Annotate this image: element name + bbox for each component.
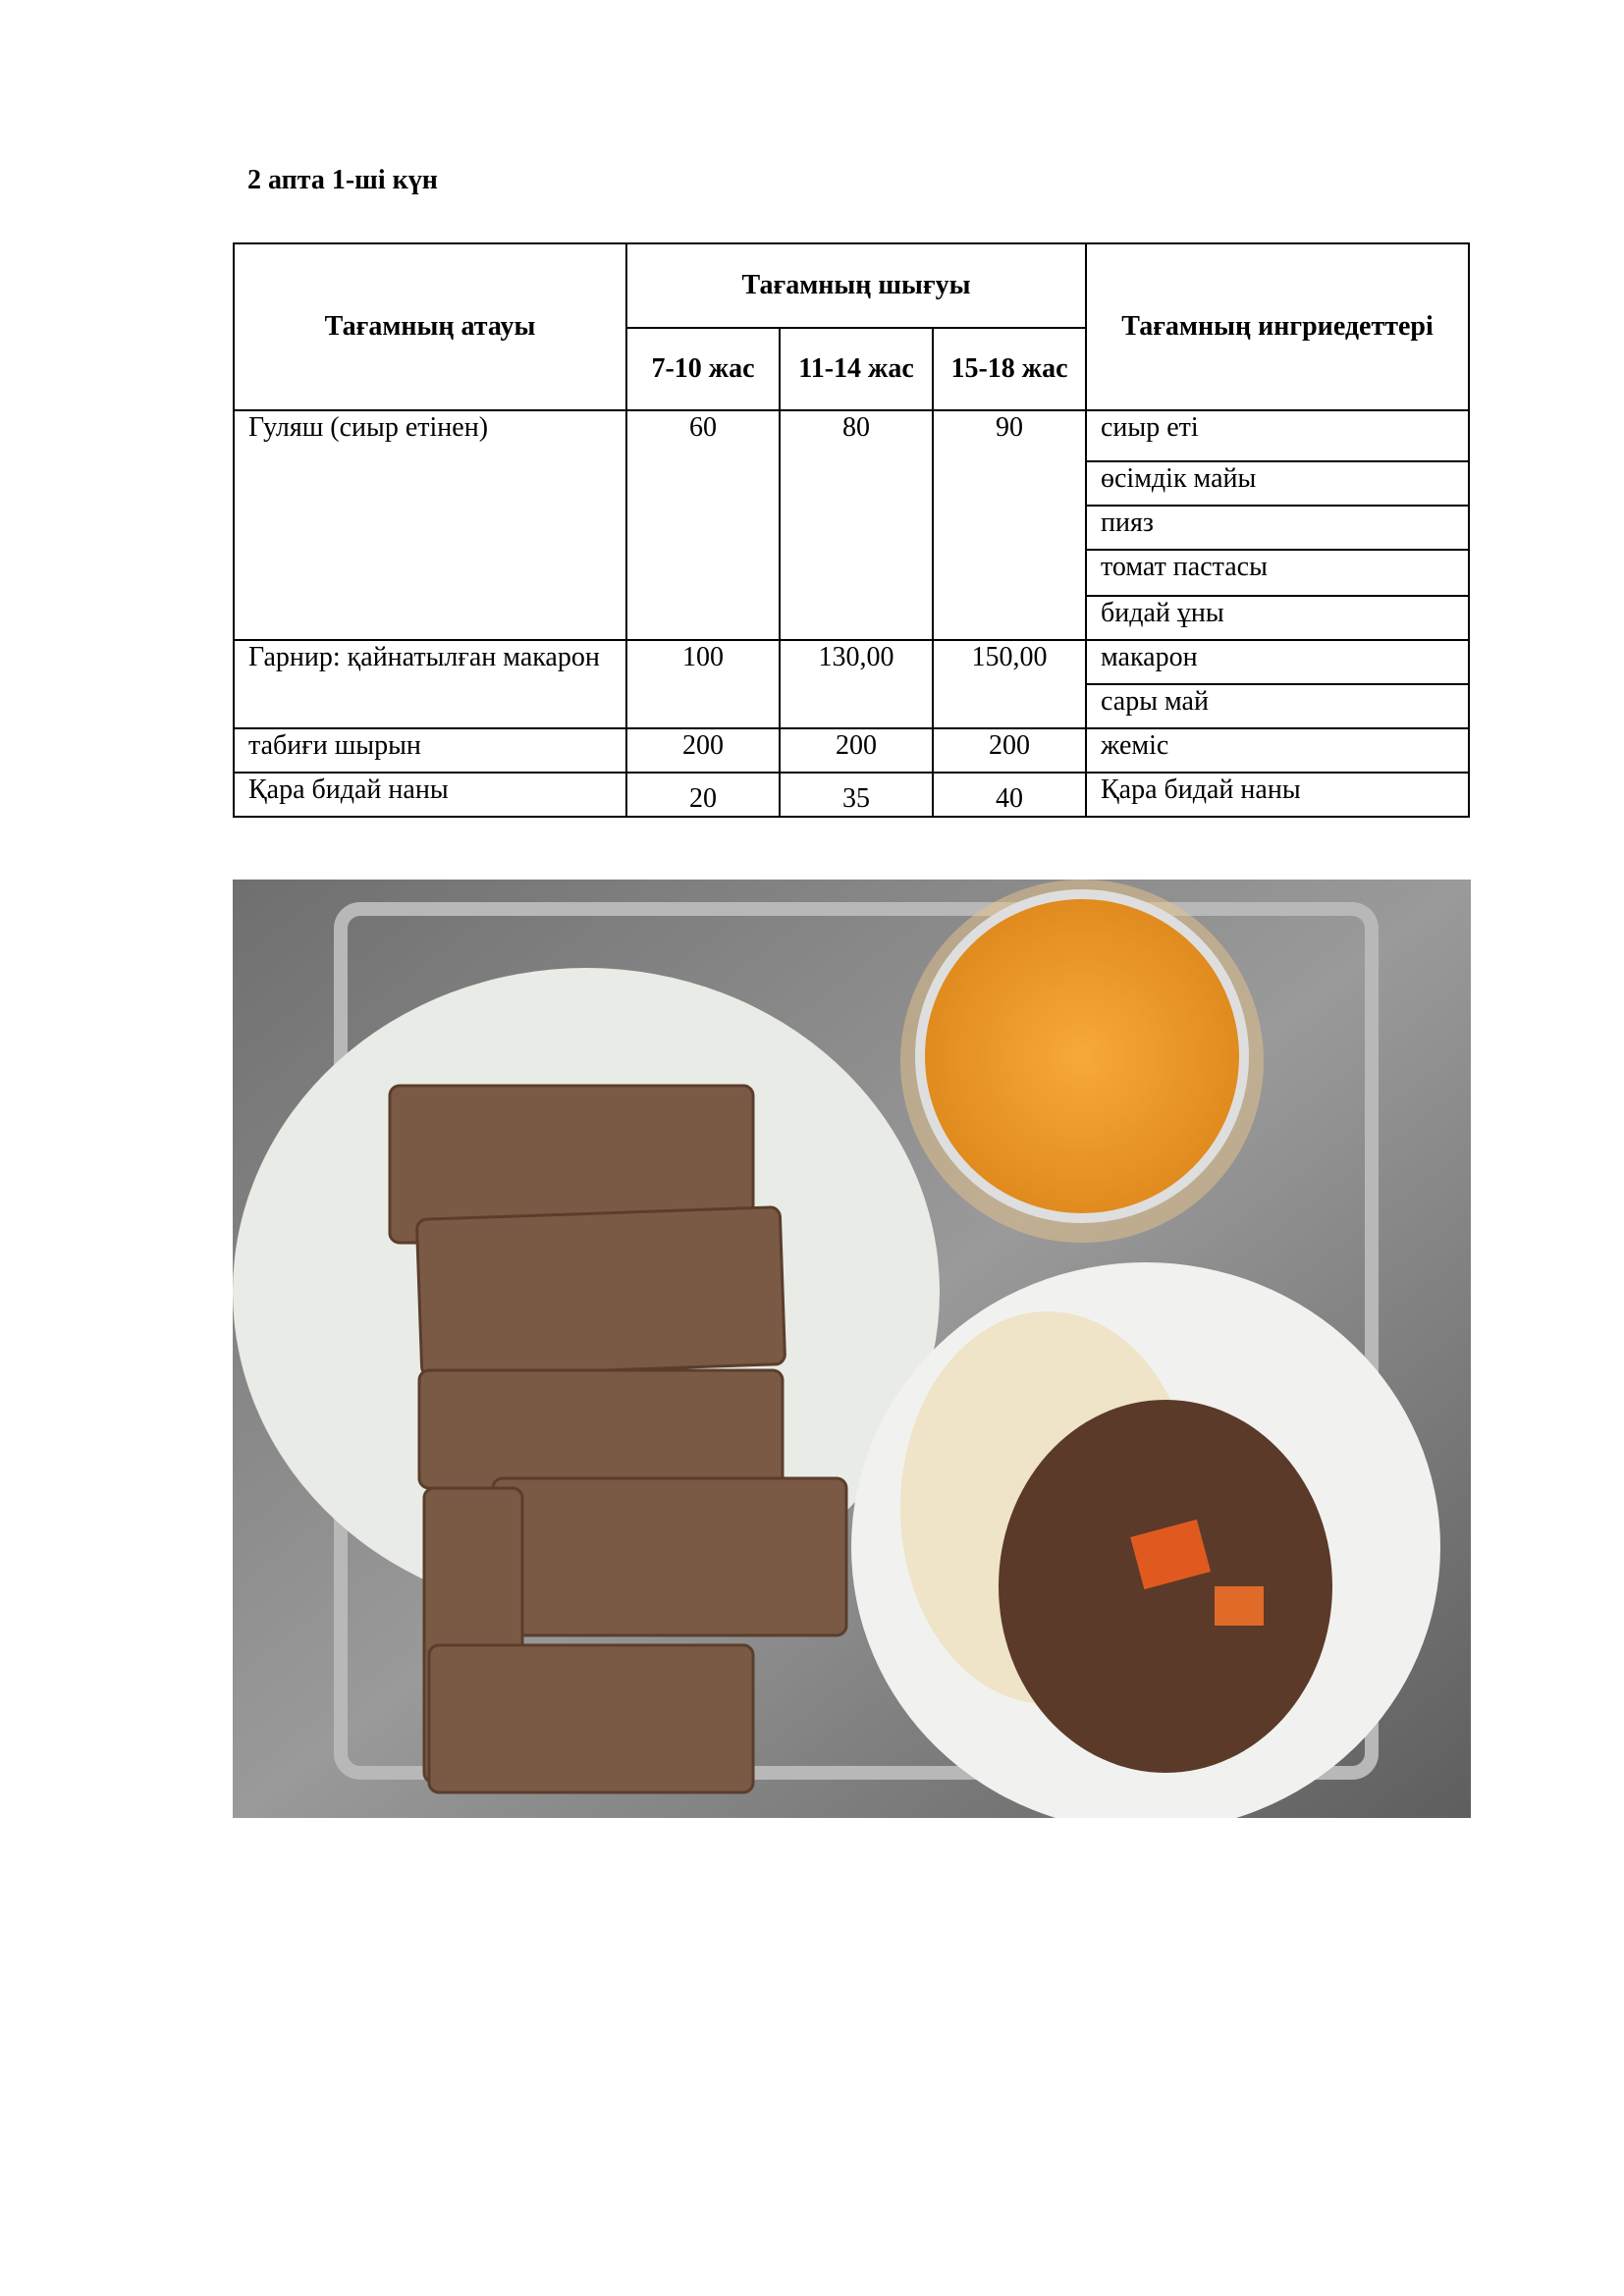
ingredient: сары май — [1085, 683, 1470, 729]
ingredient: жеміс — [1085, 727, 1470, 774]
yield-value: 200 — [779, 727, 934, 774]
table-row: Гуляш (сиыр етінен) 60 80 90 сиыр еті — [233, 409, 1470, 641]
table-row: табиғи шырын 200 200 200 жеміс — [233, 727, 1470, 774]
meal-photo — [233, 880, 1471, 1818]
header-dish-name: Тағамның атауы — [233, 242, 627, 411]
ingredient: Қара бидай наны — [1085, 772, 1470, 818]
header-age-7-10: 7-10 жас — [625, 327, 781, 411]
yield-value: 60 — [625, 409, 781, 641]
yield-value: 90 — [932, 409, 1087, 641]
page-title: 2 апта 1-ші күн — [247, 165, 438, 195]
table-row: Қара бидай наны 20 35 40 Қара бидай наны — [233, 772, 1470, 818]
ingredient: бидай ұны — [1085, 595, 1470, 641]
yield-value: 100 — [625, 639, 781, 729]
ingredient: сиыр еті — [1085, 409, 1470, 462]
menu-table: Тағамның атауы Тағамның шығуы Тағамның и… — [233, 242, 1470, 818]
header-age-15-18: 15-18 жас — [932, 327, 1087, 411]
yield-value: 200 — [932, 727, 1087, 774]
juice-glass — [900, 880, 1264, 1243]
yield-value: 150,00 — [932, 639, 1087, 729]
dish-name: Гарнир: қайнатылған макарон — [233, 639, 627, 729]
ingredient: пияз — [1085, 505, 1470, 551]
ingredient: өсімдік майы — [1085, 460, 1470, 507]
yield-value: 35 — [779, 772, 934, 818]
dish-name: Қара бидай наны — [233, 772, 627, 818]
yield-value: 40 — [932, 772, 1087, 818]
dish-name: табиғи шырын — [233, 727, 627, 774]
yield-value: 200 — [625, 727, 781, 774]
bread-slices — [388, 1084, 848, 1794]
yield-value: 20 — [625, 772, 781, 818]
pasta-bowl — [851, 1262, 1440, 1818]
header-ingredients: Тағамның ингриедеттері — [1085, 242, 1470, 411]
yield-value: 130,00 — [779, 639, 934, 729]
header-yield: Тағамның шығуы — [625, 242, 1087, 329]
table-row: Гарнир: қайнатылған макарон 100 130,00 1… — [233, 639, 1470, 729]
ingredient: томат пастасы — [1085, 549, 1470, 597]
ingredient: макарон — [1085, 639, 1470, 685]
dish-name: Гуляш (сиыр етінен) — [233, 409, 627, 641]
header-age-11-14: 11-14 жас — [779, 327, 934, 411]
yield-value: 80 — [779, 409, 934, 641]
